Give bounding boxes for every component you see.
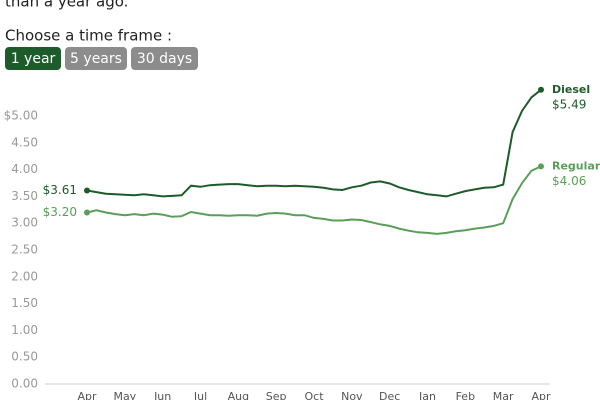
y-tick-label: 1.50 bbox=[11, 296, 38, 310]
button-bg bbox=[5, 47, 61, 70]
point-marker bbox=[538, 163, 544, 170]
y-tick-label: $5.00 bbox=[4, 109, 38, 123]
x-tick-label: Jan bbox=[418, 390, 436, 400]
x-tick-label: Sep bbox=[266, 390, 287, 400]
button-1-year[interactable]: 1 year bbox=[5, 47, 61, 70]
point-marker bbox=[84, 209, 90, 216]
button-label: 1 year bbox=[11, 51, 56, 67]
x-tick-label: Jun bbox=[153, 390, 171, 400]
x-tick-label: Apr bbox=[77, 390, 97, 400]
x-tick-label: Aug bbox=[228, 390, 249, 400]
x-tick-label: Mar bbox=[493, 390, 514, 400]
value-label: $5.49 bbox=[552, 97, 586, 111]
y-tick-label: 2.00 bbox=[11, 269, 38, 283]
button-bg bbox=[65, 47, 127, 70]
x-tick-label: Apr bbox=[531, 390, 551, 400]
y-tick-label: 0.50 bbox=[11, 350, 38, 364]
button-30-days[interactable]: 30 days bbox=[131, 47, 198, 70]
button-label: 30 days bbox=[137, 51, 192, 67]
y-tick-label: 1.00 bbox=[11, 323, 38, 337]
y-tick-label: 4.00 bbox=[11, 162, 38, 176]
series-name: Regular bbox=[552, 159, 600, 172]
button-5-years[interactable]: 5 years bbox=[65, 47, 127, 70]
point-marker bbox=[84, 187, 90, 194]
value-label: $4.06 bbox=[552, 174, 586, 188]
x-tick-label: Feb bbox=[456, 390, 475, 400]
series-name: Diesel bbox=[552, 83, 590, 96]
y-tick-label: 4.50 bbox=[11, 135, 38, 149]
x-tick-label: May bbox=[113, 390, 136, 400]
point-marker bbox=[538, 86, 544, 93]
x-tick-label: Nov bbox=[341, 390, 363, 400]
y-tick-label: 3.50 bbox=[11, 189, 38, 203]
x-tick-label: Oct bbox=[304, 390, 324, 400]
button-bg bbox=[131, 47, 198, 70]
value-label: $3.61 bbox=[43, 183, 77, 197]
time-frame-prompt: Choose a time frame : bbox=[5, 27, 172, 45]
intro-text: than a year ago. bbox=[5, 0, 128, 11]
y-tick-label: 2.50 bbox=[11, 243, 38, 257]
y-tick-label: 3.00 bbox=[11, 216, 38, 230]
button-label: 5 years bbox=[70, 51, 122, 67]
x-tick-label: Jul bbox=[193, 390, 207, 400]
value-label: $3.20 bbox=[43, 205, 77, 219]
x-tick-label: Dec bbox=[379, 390, 400, 400]
y-tick-label: 0.00 bbox=[11, 377, 38, 391]
series-line bbox=[86, 89, 542, 198]
series-line bbox=[86, 165, 542, 235]
